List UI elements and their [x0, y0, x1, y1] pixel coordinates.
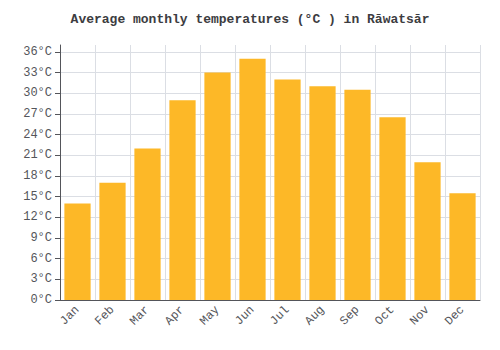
svg-text:Sep: Sep — [337, 303, 362, 328]
svg-text:3°C: 3°C — [30, 272, 52, 286]
svg-text:30°C: 30°C — [23, 86, 52, 100]
svg-text:18°C: 18°C — [23, 169, 52, 183]
svg-text:Dec: Dec — [442, 303, 467, 328]
svg-text:21°C: 21°C — [23, 148, 52, 162]
svg-text:Jul: Jul — [267, 303, 292, 328]
svg-text:Apr: Apr — [162, 303, 187, 328]
svg-text:Average monthly temperatures (: Average monthly temperatures (°C ) in Rā… — [71, 12, 430, 27]
svg-text:Jun: Jun — [232, 303, 257, 328]
svg-text:May: May — [197, 303, 222, 328]
svg-text:36°C: 36°C — [23, 45, 52, 59]
svg-text:24°C: 24°C — [23, 128, 52, 142]
svg-text:15°C: 15°C — [23, 190, 52, 204]
svg-text:9°C: 9°C — [30, 231, 52, 245]
svg-text:27°C: 27°C — [23, 107, 52, 121]
svg-text:Mar: Mar — [127, 303, 152, 328]
svg-text:12°C: 12°C — [23, 210, 52, 224]
svg-text:6°C: 6°C — [30, 252, 52, 266]
svg-text:Jan: Jan — [57, 303, 82, 328]
svg-text:Oct: Oct — [372, 303, 397, 328]
svg-text:Aug: Aug — [302, 303, 327, 328]
svg-text:Nov: Nov — [407, 303, 432, 328]
svg-text:33°C: 33°C — [23, 66, 52, 80]
svg-text:Feb: Feb — [92, 303, 117, 328]
svg-text:0°C: 0°C — [30, 293, 52, 307]
